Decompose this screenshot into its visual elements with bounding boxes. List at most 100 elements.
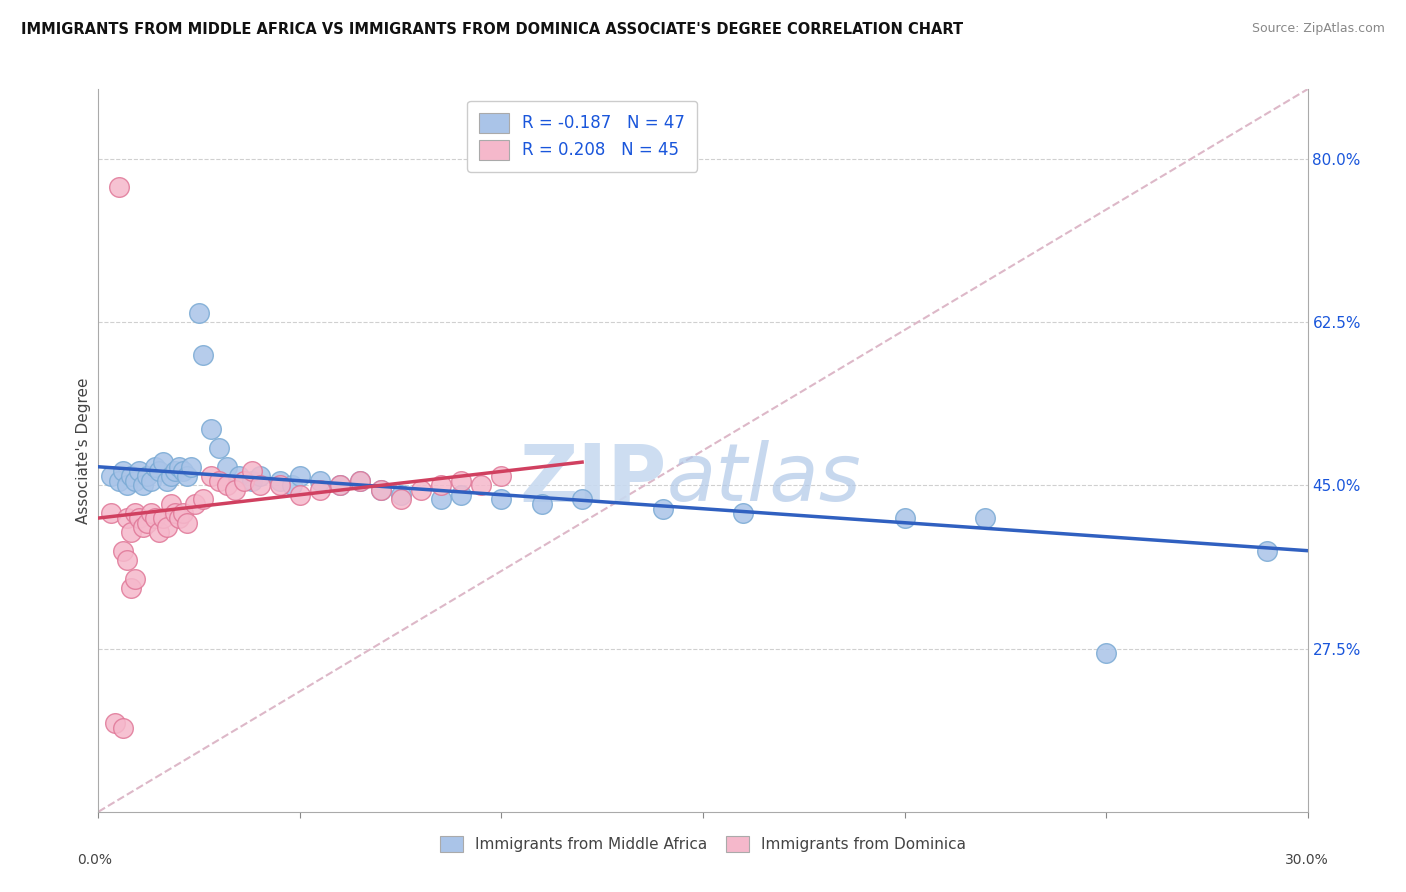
Point xyxy=(188,306,211,320)
Point xyxy=(651,501,673,516)
Point xyxy=(167,459,190,474)
Point xyxy=(389,492,412,507)
Point xyxy=(135,516,157,530)
Point xyxy=(167,511,190,525)
Point xyxy=(329,478,352,492)
Legend: Immigrants from Middle Africa, Immigrants from Dominica: Immigrants from Middle Africa, Immigrant… xyxy=(434,830,972,858)
Point xyxy=(240,465,263,479)
Text: 30.0%: 30.0% xyxy=(1285,853,1329,867)
Point xyxy=(200,469,222,483)
Point xyxy=(180,459,202,474)
Point xyxy=(269,478,291,492)
Point xyxy=(184,497,207,511)
Point xyxy=(115,553,138,567)
Point xyxy=(152,511,174,525)
Point xyxy=(160,469,183,483)
Point xyxy=(733,507,755,521)
Point xyxy=(143,459,166,474)
Text: ZIP: ZIP xyxy=(519,441,666,518)
Point xyxy=(349,474,371,488)
Point xyxy=(200,422,222,436)
Point xyxy=(135,469,157,483)
Point xyxy=(139,474,162,488)
Point xyxy=(124,507,146,521)
Text: IMMIGRANTS FROM MIDDLE AFRICA VS IMMIGRANTS FROM DOMINICA ASSOCIATE'S DEGREE COR: IMMIGRANTS FROM MIDDLE AFRICA VS IMMIGRA… xyxy=(21,22,963,37)
Point xyxy=(163,465,186,479)
Point xyxy=(974,511,997,525)
Point xyxy=(232,474,254,488)
Point xyxy=(176,469,198,483)
Point xyxy=(430,478,453,492)
Point xyxy=(115,511,138,525)
Point xyxy=(329,478,352,492)
Point xyxy=(107,474,129,488)
Point xyxy=(139,507,162,521)
Point xyxy=(128,511,150,525)
Point xyxy=(143,511,166,525)
Point xyxy=(208,474,231,488)
Point xyxy=(409,483,432,497)
Point xyxy=(491,492,513,507)
Point xyxy=(228,469,250,483)
Point xyxy=(148,524,170,539)
Point xyxy=(269,474,291,488)
Point xyxy=(1256,543,1278,558)
Y-axis label: Associate's Degree: Associate's Degree xyxy=(76,377,91,524)
Point xyxy=(530,497,553,511)
Point xyxy=(240,474,263,488)
Point xyxy=(224,483,246,497)
Point xyxy=(309,483,332,497)
Point xyxy=(389,488,412,502)
Point xyxy=(120,524,142,539)
Point xyxy=(172,507,194,521)
Point xyxy=(111,465,134,479)
Point xyxy=(107,180,129,194)
Point xyxy=(470,478,492,492)
Point xyxy=(249,469,271,483)
Point xyxy=(370,483,392,497)
Point xyxy=(430,492,453,507)
Point xyxy=(370,483,392,497)
Point xyxy=(172,465,194,479)
Point xyxy=(249,478,271,492)
Point xyxy=(132,520,155,534)
Point xyxy=(100,507,122,521)
Point xyxy=(103,716,125,731)
Point xyxy=(349,474,371,488)
Point xyxy=(132,478,155,492)
Point xyxy=(309,474,332,488)
Point xyxy=(288,488,311,502)
Point xyxy=(193,348,215,362)
Point xyxy=(281,478,304,492)
Point xyxy=(450,474,472,488)
Point xyxy=(100,469,122,483)
Point xyxy=(176,516,198,530)
Point xyxy=(156,474,179,488)
Point xyxy=(217,478,239,492)
Point xyxy=(450,488,472,502)
Point xyxy=(148,465,170,479)
Point xyxy=(111,721,134,735)
Point xyxy=(571,492,593,507)
Point xyxy=(1095,646,1118,660)
Point xyxy=(156,520,179,534)
Point xyxy=(124,474,146,488)
Point xyxy=(217,459,239,474)
Point xyxy=(120,581,142,595)
Point xyxy=(124,572,146,586)
Text: Source: ZipAtlas.com: Source: ZipAtlas.com xyxy=(1251,22,1385,36)
Point xyxy=(163,507,186,521)
Point xyxy=(288,469,311,483)
Point xyxy=(893,511,915,525)
Point xyxy=(491,469,513,483)
Point xyxy=(128,465,150,479)
Point xyxy=(115,478,138,492)
Point xyxy=(152,455,174,469)
Text: atlas: atlas xyxy=(666,441,862,518)
Point xyxy=(111,543,134,558)
Text: 0.0%: 0.0% xyxy=(77,853,112,867)
Point xyxy=(120,469,142,483)
Point xyxy=(160,497,183,511)
Point xyxy=(208,441,231,455)
Point xyxy=(193,492,215,507)
